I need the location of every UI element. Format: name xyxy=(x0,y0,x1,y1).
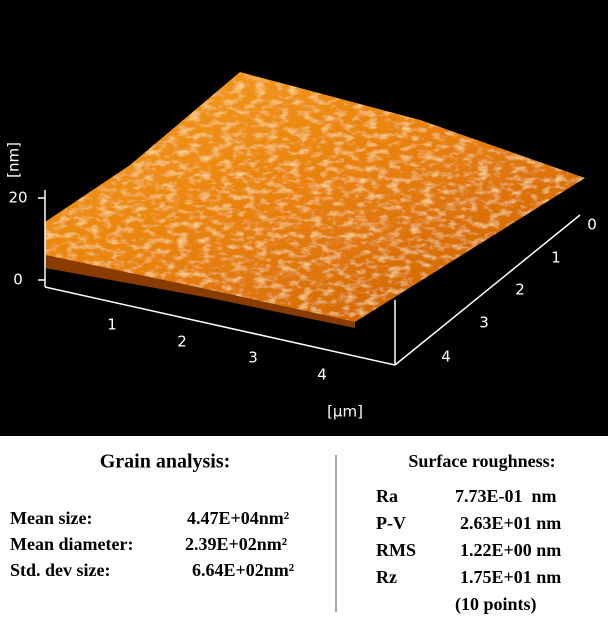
row-label: Mean size: xyxy=(10,508,92,528)
table-title: Surface roughness: xyxy=(408,451,555,471)
x-tick: 4 xyxy=(317,366,327,384)
y-tick: 0 xyxy=(587,216,597,234)
figure: 20 0 [nm] 1 2 3 4 [µm] 0 1 2 3 4 Grain a… xyxy=(0,0,608,624)
z-tick: 0 xyxy=(13,271,23,289)
y-tick: 4 xyxy=(441,348,451,366)
note: (10 points) xyxy=(455,594,537,615)
row-label: RMS xyxy=(376,540,416,560)
row-value: 6.64E+02nm² xyxy=(192,560,294,580)
row-value: 4.47E+04nm² xyxy=(187,508,289,528)
table-title: Grain analysis: xyxy=(100,451,231,473)
y-tick: 2 xyxy=(515,281,525,299)
row-label: Std. dev size: xyxy=(10,560,111,580)
x-tick: 2 xyxy=(177,333,187,351)
z-unit: [nm] xyxy=(5,142,23,178)
x-tick: 1 xyxy=(107,316,117,334)
x-unit: [µm] xyxy=(327,403,363,421)
row-label: Rz xyxy=(376,567,397,587)
row-label: Mean diameter: xyxy=(10,534,133,554)
row-label: P-V xyxy=(376,513,406,533)
row-value: 2.39E+02nm² xyxy=(185,534,287,554)
row-label: Ra xyxy=(376,486,398,506)
z-tick: 20 xyxy=(8,189,27,207)
row-value: 2.63E+01 nm xyxy=(460,513,561,533)
y-tick: 3 xyxy=(479,314,489,332)
row-value: 7.73E-01 nm xyxy=(455,486,557,506)
y-tick: 1 xyxy=(551,249,561,267)
x-tick: 3 xyxy=(248,349,258,367)
row-value: 1.22E+00 nm xyxy=(460,540,561,560)
row-value: 1.75E+01 nm xyxy=(460,567,561,587)
